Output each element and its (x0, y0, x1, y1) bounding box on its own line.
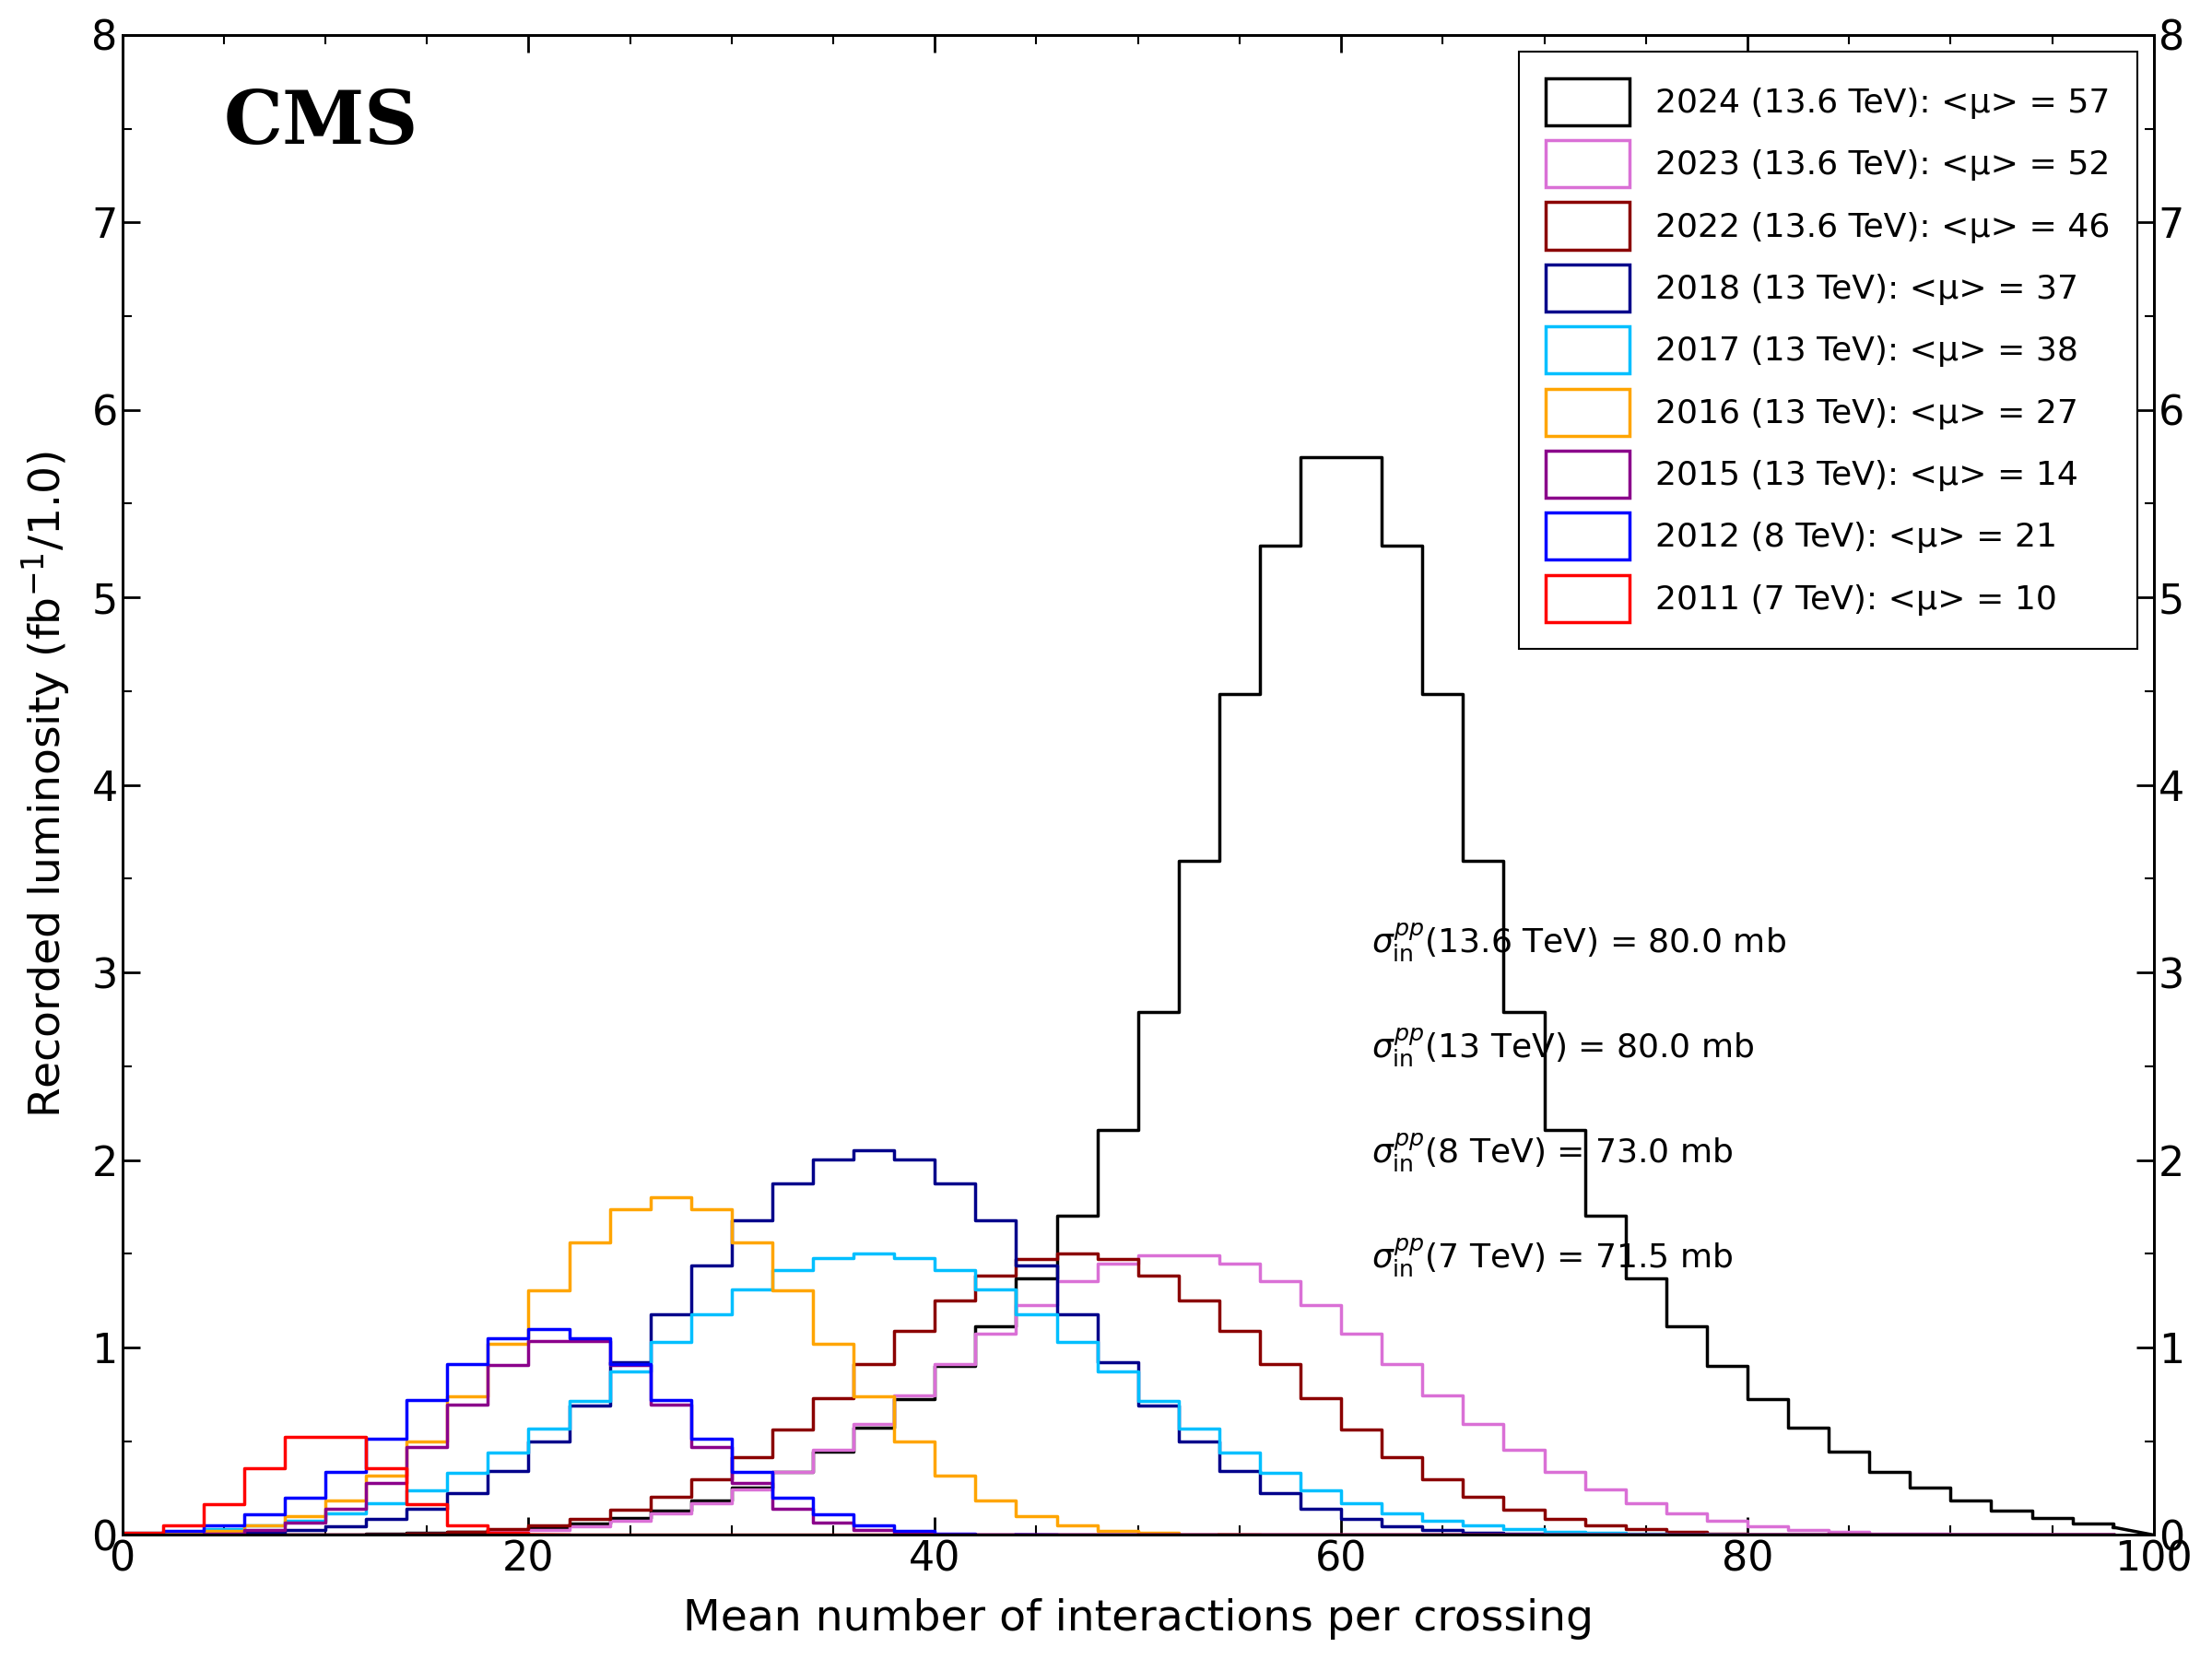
Text: $\sigma_{\rm in}^{pp}$(13 TeV) = 80.0 mb: $\sigma_{\rm in}^{pp}$(13 TeV) = 80.0 mb (1371, 1027, 1754, 1068)
Text: $\sigma_{\rm in}^{pp}$(13.6 TeV) = 80.0 mb: $\sigma_{\rm in}^{pp}$(13.6 TeV) = 80.0 … (1371, 921, 1787, 964)
Y-axis label: Recorded luminosity (fb$^{-1}$/1.0): Recorded luminosity (fb$^{-1}$/1.0) (20, 451, 73, 1118)
Text: $\sigma_{\rm in}^{pp}$(8 TeV) = 73.0 mb: $\sigma_{\rm in}^{pp}$(8 TeV) = 73.0 mb (1371, 1131, 1734, 1175)
X-axis label: Mean number of interactions per crossing: Mean number of interactions per crossing (684, 1598, 1593, 1639)
Text: $\sigma_{\rm in}^{pp}$(7 TeV) = 71.5 mb: $\sigma_{\rm in}^{pp}$(7 TeV) = 71.5 mb (1371, 1236, 1734, 1279)
Text: CMS: CMS (223, 88, 418, 159)
Legend: 2024 (13.6 TeV): <μ> = 57, 2023 (13.6 TeV): <μ> = 52, 2022 (13.6 TeV): <μ> = 46,: 2024 (13.6 TeV): <μ> = 57, 2023 (13.6 Te… (1520, 51, 2137, 649)
